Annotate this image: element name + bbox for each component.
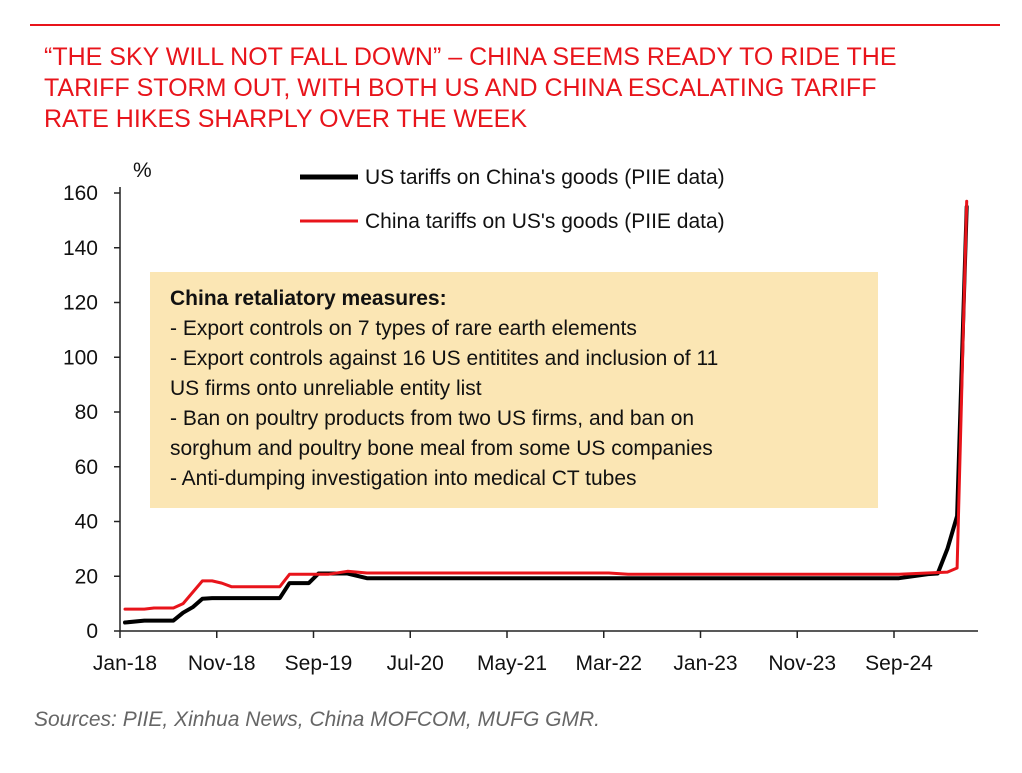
callout-line-3: US firms onto unreliable entity list xyxy=(170,377,482,400)
y-tick-label-40: 40 xyxy=(75,511,98,534)
callout-line-6: - Anti-dumping investigation into medica… xyxy=(170,467,637,490)
top-rule xyxy=(30,24,1000,26)
y-tick-label-20: 20 xyxy=(75,565,98,588)
x-tick-label-Nov-23: Nov-23 xyxy=(768,652,836,675)
callout-line-5: sorghum and poultry bone meal from some … xyxy=(170,437,713,460)
x-tick-label-Mar-22: Mar-22 xyxy=(575,652,642,675)
legend-label-china-tariffs: China tariffs on US's goods (PIIE data) xyxy=(365,210,725,233)
chart-headline: “THE SKY WILL NOT FALL DOWN” – CHINA SEE… xyxy=(44,42,1004,135)
x-tick-label-May-21: May-21 xyxy=(477,652,547,675)
x-tick-label-Jan-18: Jan-18 xyxy=(93,652,157,675)
series-line-china-tariffs xyxy=(123,199,969,611)
callout-title: China retaliatory measures: xyxy=(170,287,447,310)
y-axis-unit-label: % xyxy=(133,159,152,182)
x-tick-label-Sep-24: Sep-24 xyxy=(865,652,933,675)
x-tick-label-Jul-20: Jul-20 xyxy=(387,652,444,675)
headline-line-1: “THE SKY WILL NOT FALL DOWN” – CHINA SEE… xyxy=(44,43,897,71)
y-tick-label-100: 100 xyxy=(63,346,98,369)
callout-line-1: - Export controls on 7 types of rare ear… xyxy=(170,317,637,340)
retaliatory-measures-callout: China retaliatory measures: - Export con… xyxy=(150,272,878,508)
y-tick-label-60: 60 xyxy=(75,456,98,479)
headline-line-2: TARIFF STORM OUT, WITH BOTH US AND CHINA… xyxy=(44,74,877,102)
y-tick-label-80: 80 xyxy=(75,401,98,424)
headline-line-3: RATE HIKES SHARPLY OVER THE WEEK xyxy=(44,105,527,133)
y-tick-label-0: 0 xyxy=(86,620,98,643)
legend-label-us-tariffs: US tariffs on China's goods (PIIE data) xyxy=(365,166,725,189)
x-tick-label-Jan-23: Jan-23 xyxy=(673,652,737,675)
callout-line-4: - Ban on poultry products from two US fi… xyxy=(170,407,695,430)
y-tick-label-120: 120 xyxy=(63,292,98,315)
source-note: Sources: PIIE, Xinhua News, China MOFCOM… xyxy=(34,708,600,731)
callout-line-2: - Export controls against 16 US entitite… xyxy=(170,347,719,370)
y-tick-label-160: 160 xyxy=(63,182,98,205)
y-tick-label-140: 140 xyxy=(63,237,98,260)
x-tick-label-Nov-18: Nov-18 xyxy=(188,652,256,675)
x-tick-label-Sep-19: Sep-19 xyxy=(285,652,353,675)
line-chart: 0 20 40 60 80 100 120 140 160% Jan-18 Nov-18 Sep-19… xyxy=(63,159,978,675)
